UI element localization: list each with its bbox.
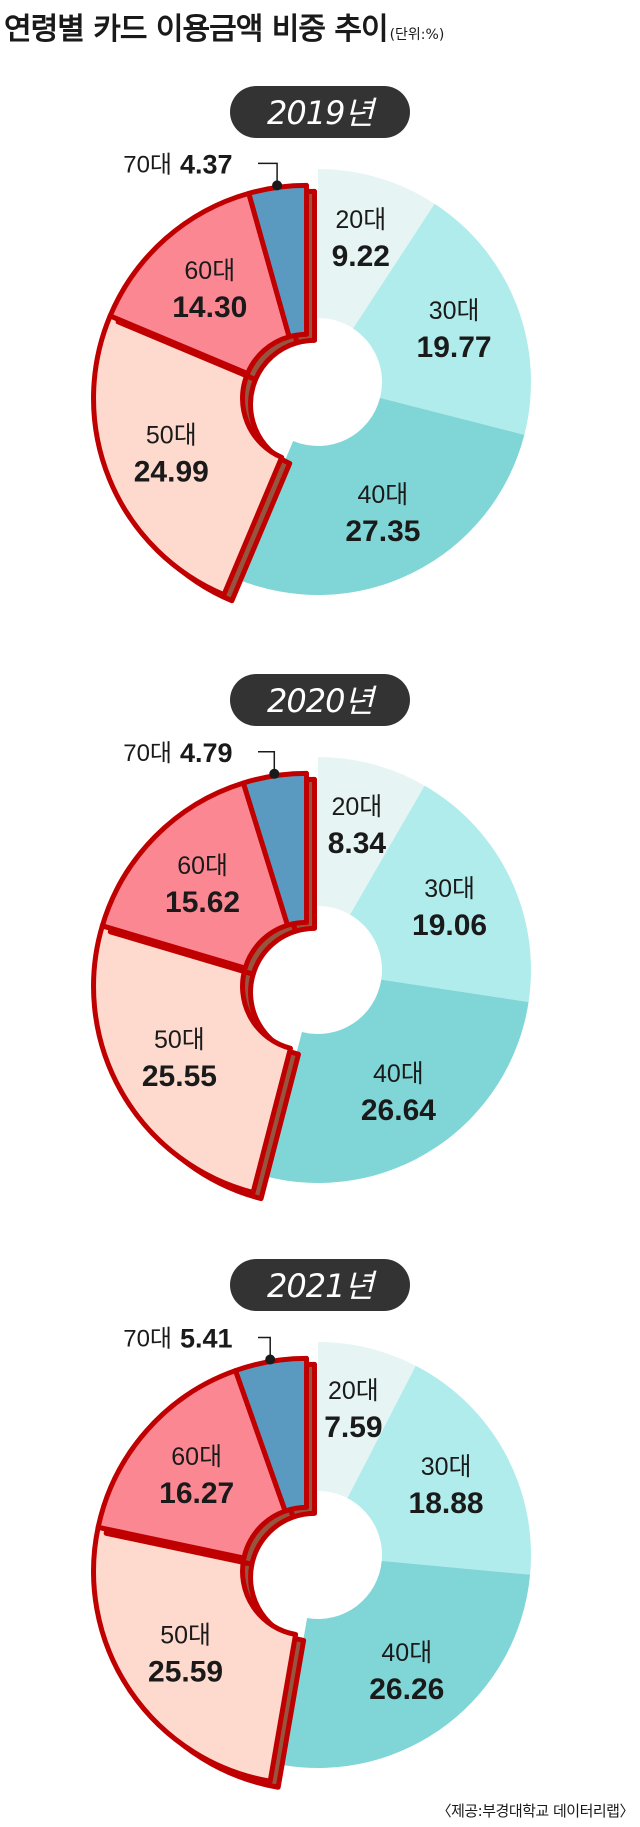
age-label: 50대 (146, 422, 197, 450)
label-40-2020: 40대 26.64 (361, 1060, 436, 1127)
value-label: 4.79 (180, 738, 233, 768)
value-label: 24.99 (134, 456, 209, 489)
label-20-2019: 20대 9.22 (332, 206, 390, 273)
leader-dot (272, 180, 283, 191)
leader-line (258, 751, 276, 774)
slice-60-2020 (99, 780, 291, 971)
age-label: 40대 (373, 1060, 424, 1088)
age-label: 20대 (331, 793, 382, 821)
age-label: 60대 (177, 852, 228, 880)
age-label: 30대 (429, 297, 480, 325)
slice-20-2021 (318, 1342, 416, 1499)
label-30-2020: 30대 19.06 (412, 875, 487, 942)
slice-60-2019 (107, 190, 292, 377)
donut-chart-2020: 2020년 20대 8.34 30대 19.06 40대 26.64 50대 25.55 60대 1… (91, 674, 531, 1202)
year-badge-2020: 2020년 (230, 674, 410, 726)
age-label: 40대 (357, 481, 408, 509)
slices (91, 169, 531, 604)
slice-60-2021 (95, 1368, 288, 1561)
slice-20-2020 (318, 757, 425, 915)
year-badge-bg (230, 1259, 410, 1311)
slices (91, 757, 531, 1202)
value-label: 8.34 (328, 827, 387, 860)
value-label: 19.06 (412, 909, 487, 942)
title-text: 연령별 카드 이용금액 비중 추이 (4, 12, 389, 47)
age-label: 20대 (335, 206, 386, 234)
label-60-2021: 60대 16.27 (159, 1443, 234, 1510)
slice-50-2020 (91, 923, 293, 1196)
slice-70-2019 (246, 182, 310, 340)
age-label: 60대 (184, 257, 235, 285)
leader-dot (265, 1354, 276, 1365)
year-label: 2019년 (267, 94, 377, 132)
slice-70-2020 (240, 770, 310, 928)
label-30-2021: 30대 18.88 (409, 1453, 484, 1520)
year-badge-bg (230, 86, 410, 138)
value-label: 25.55 (142, 1060, 217, 1093)
label-40-2019: 40대 27.35 (345, 481, 420, 548)
slice-40-2020 (264, 979, 529, 1183)
leader-line (258, 162, 278, 186)
year-badge-bg (230, 674, 410, 726)
slice-40-2021 (281, 1560, 531, 1768)
value-label: 15.62 (165, 886, 240, 919)
value-label: 27.35 (345, 515, 420, 548)
source-note: 〈제공:부경대학교 데이터리랩〉 (436, 1802, 635, 1820)
slice-50-2021 (91, 1524, 299, 1784)
value-label: 9.22 (332, 240, 390, 273)
year-label: 2021년 (267, 1267, 377, 1305)
age-label: 70대 (123, 1326, 172, 1353)
slice-70-2021 (233, 1355, 310, 1514)
value-label: 14.30 (172, 291, 247, 324)
label-20-2020: 20대 8.34 (328, 793, 387, 860)
value-label: 7.59 (324, 1411, 382, 1444)
value-label: 19.77 (417, 331, 492, 364)
slice-30-2019 (353, 203, 531, 435)
age-label: 70대 (123, 151, 172, 178)
age-label: 30대 (421, 1453, 472, 1481)
slice-50-2019 (91, 313, 285, 598)
age-label: 50대 (160, 1621, 211, 1649)
year-badge-2019: 2019년 (230, 86, 410, 138)
year-badge-2021: 2021년 (230, 1259, 410, 1311)
label-50-2019: 50대 24.99 (134, 422, 209, 489)
age-label: 20대 (328, 1377, 379, 1405)
label-20-2021: 20대 7.59 (324, 1377, 382, 1444)
label-70-2021: 70대 5.41 (123, 1324, 276, 1365)
label-50-2021: 50대 25.59 (148, 1621, 223, 1688)
leader-dot (269, 768, 280, 779)
value-label: 25.59 (148, 1655, 223, 1688)
slice-40-2019 (235, 397, 525, 595)
donut-chart-2021: 2021년 20대 7.59 30대 18.88 40대 26.26 50대 25.59 60대 1… (91, 1259, 531, 1790)
age-label: 40대 (381, 1639, 432, 1667)
age-label: 60대 (171, 1443, 222, 1471)
unit-label: (단위:%) (389, 27, 445, 43)
year-label: 2020년 (267, 682, 377, 720)
leader-line (258, 1336, 271, 1360)
label-50-2020: 50대 25.55 (142, 1026, 217, 1093)
label-70-2020: 70대 4.79 (123, 738, 280, 779)
slice-30-2020 (350, 785, 531, 1002)
age-label: 50대 (154, 1026, 205, 1054)
age-label: 30대 (424, 875, 475, 903)
value-label: 4.37 (180, 149, 233, 179)
value-label: 26.64 (361, 1094, 436, 1127)
label-30-2019: 30대 19.77 (417, 297, 492, 364)
value-label: 5.41 (180, 1324, 233, 1354)
value-label: 16.27 (159, 1477, 234, 1510)
value-label: 18.88 (409, 1487, 484, 1520)
age-label: 70대 (123, 740, 172, 767)
donut-chart-2019: 2019년 20대 9.22 30대 19.77 40대 27.35 50대 24.99 60대 1… (91, 86, 531, 604)
slice-20-2019 (318, 169, 435, 329)
value-label: 26.26 (369, 1673, 444, 1706)
label-60-2020: 60대 15.62 (165, 852, 240, 919)
chart-title: 연령별 카드 이용금액 비중 추이 (단위:%) (4, 4, 444, 48)
label-40-2021: 40대 26.26 (369, 1639, 444, 1706)
slice-30-2021 (347, 1365, 531, 1575)
label-60-2019: 60대 14.30 (172, 257, 247, 324)
label-70-2019: 70대 4.37 (123, 149, 283, 191)
slices (91, 1342, 531, 1790)
